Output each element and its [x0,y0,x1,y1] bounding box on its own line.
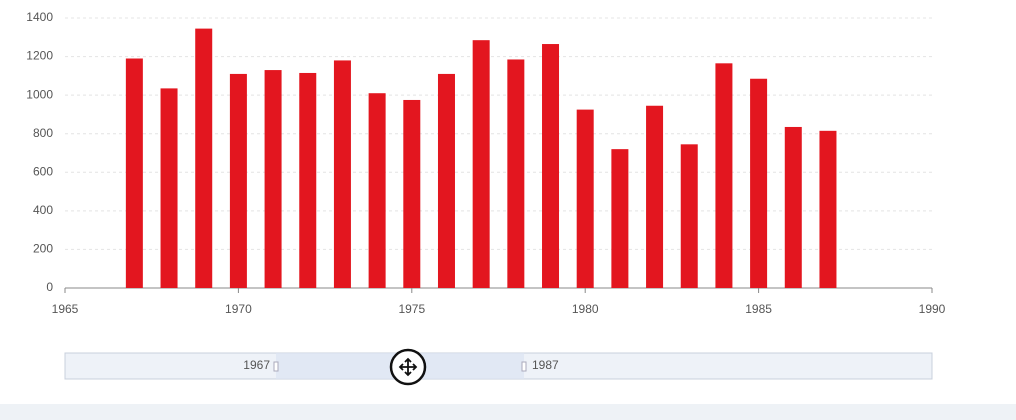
bar [437,73,455,288]
bar [507,59,525,288]
zoom-start-label: 1967 [243,358,270,372]
bar [195,28,213,288]
bar [784,126,802,288]
y-tick-label: 0 [46,280,53,294]
bar [264,70,282,288]
y-tick-label: 1400 [26,10,53,24]
bar [368,93,386,288]
bar [472,40,490,288]
bar [611,149,629,288]
x-tick-label: 1980 [572,302,599,316]
zoom-end-label: 1987 [532,358,559,372]
bar [229,73,247,288]
bar [646,105,664,288]
bar [403,99,421,288]
x-tick-label: 1970 [225,302,252,316]
bar [750,78,768,288]
x-tick-label: 1985 [745,302,772,316]
y-tick-label: 1200 [26,49,53,63]
move-cursor [389,348,427,386]
y-tick-label: 400 [33,203,53,217]
x-tick-label: 1965 [52,302,79,316]
bar [333,60,351,288]
y-tick-label: 800 [33,126,53,140]
bar [680,144,698,288]
y-tick-label: 200 [33,242,53,256]
bar [125,58,143,288]
zoom-handle[interactable] [273,361,279,372]
bar [576,109,594,288]
bar [160,88,178,289]
zoom-handle[interactable] [521,361,527,372]
bar [299,72,317,288]
bar [542,44,560,289]
bottom-strip [0,404,1016,420]
bar [715,63,733,289]
x-tick-label: 1975 [398,302,425,316]
bar [819,130,837,288]
x-tick-label: 1990 [919,302,946,316]
data-zoom[interactable]: 1967 1987 [64,352,933,380]
y-tick-label: 600 [33,164,53,178]
y-tick-label: 1000 [26,87,53,101]
